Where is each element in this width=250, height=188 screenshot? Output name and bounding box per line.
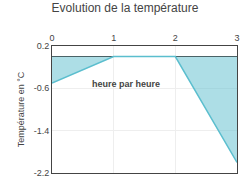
svg-text:Température en °C: Température en °C <box>16 71 26 147</box>
svg-text:heure par heure: heure par heure <box>92 79 160 89</box>
svg-text:3: 3 <box>234 33 239 43</box>
svg-text:-1.4: -1.4 <box>34 126 50 136</box>
svg-text:-0.6: -0.6 <box>34 83 50 93</box>
svg-text:0.2: 0.2 <box>37 41 50 51</box>
svg-text:1: 1 <box>111 33 116 43</box>
svg-text:2: 2 <box>173 33 178 43</box>
svg-text:Evolution de la température: Evolution de la température <box>52 1 199 15</box>
svg-text:-2.2: -2.2 <box>34 168 50 178</box>
svg-text:0: 0 <box>49 33 54 43</box>
